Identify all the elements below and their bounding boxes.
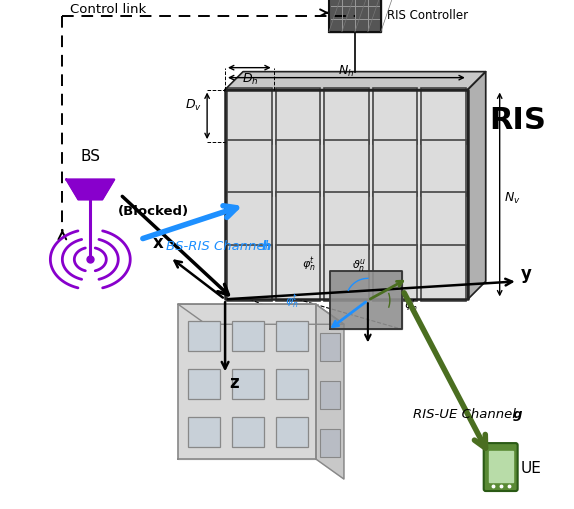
Bar xyxy=(320,429,340,457)
Text: x: x xyxy=(153,234,164,252)
Bar xyxy=(320,333,340,361)
Text: RIS: RIS xyxy=(490,105,546,134)
Polygon shape xyxy=(488,451,513,482)
Polygon shape xyxy=(225,91,468,300)
Bar xyxy=(227,245,272,302)
Text: $\vartheta_n^u$: $\vartheta_n^u$ xyxy=(352,257,366,274)
Bar xyxy=(373,89,417,145)
Bar xyxy=(227,89,272,145)
Bar xyxy=(232,370,264,400)
Polygon shape xyxy=(316,305,344,479)
Bar xyxy=(276,322,308,352)
Polygon shape xyxy=(67,180,114,200)
Bar xyxy=(373,193,417,249)
Bar xyxy=(276,370,308,400)
Text: $N_h$: $N_h$ xyxy=(339,64,355,78)
Text: $\varphi_n^t$: $\varphi_n^t$ xyxy=(285,292,298,310)
Bar xyxy=(276,89,320,145)
Bar xyxy=(188,417,220,447)
Bar xyxy=(324,141,369,197)
Text: (Blocked): (Blocked) xyxy=(118,205,189,218)
Bar xyxy=(421,141,466,197)
Text: h: h xyxy=(261,239,271,252)
Polygon shape xyxy=(225,72,486,91)
Bar xyxy=(232,322,264,352)
FancyBboxPatch shape xyxy=(484,443,518,491)
Text: $D_v$: $D_v$ xyxy=(185,98,202,113)
Text: y: y xyxy=(521,265,532,283)
Bar xyxy=(276,417,308,447)
Text: g: g xyxy=(513,407,522,420)
Bar xyxy=(276,141,320,197)
Text: $\varphi_n^t$: $\varphi_n^t$ xyxy=(302,255,316,274)
Polygon shape xyxy=(468,72,486,300)
Polygon shape xyxy=(329,0,381,33)
Bar xyxy=(421,245,466,302)
Text: BS-RIS Channel: BS-RIS Channel xyxy=(166,239,273,252)
Bar xyxy=(324,193,369,249)
Text: RIS-UE Channel: RIS-UE Channel xyxy=(413,407,520,420)
Text: z: z xyxy=(229,374,239,391)
Text: RIS Controller: RIS Controller xyxy=(387,9,468,22)
Bar xyxy=(373,245,417,302)
Text: UE: UE xyxy=(521,460,541,475)
Bar xyxy=(188,370,220,400)
Polygon shape xyxy=(178,305,316,459)
Bar xyxy=(324,245,369,302)
Polygon shape xyxy=(178,305,344,325)
Bar xyxy=(276,245,320,302)
Text: Control link: Control link xyxy=(71,3,146,16)
Bar xyxy=(320,381,340,409)
Text: $D_h$: $D_h$ xyxy=(242,71,259,87)
Text: $N_v$: $N_v$ xyxy=(503,190,520,205)
Bar xyxy=(227,193,272,249)
Bar xyxy=(421,89,466,145)
Bar xyxy=(324,89,369,145)
Text: $\varphi_n^r$: $\varphi_n^r$ xyxy=(404,297,417,314)
Bar xyxy=(421,193,466,249)
Bar xyxy=(188,322,220,352)
Text: BS: BS xyxy=(80,148,100,163)
Bar xyxy=(276,193,320,249)
Polygon shape xyxy=(330,272,402,330)
Bar xyxy=(373,141,417,197)
Bar xyxy=(227,141,272,197)
Bar xyxy=(232,417,264,447)
